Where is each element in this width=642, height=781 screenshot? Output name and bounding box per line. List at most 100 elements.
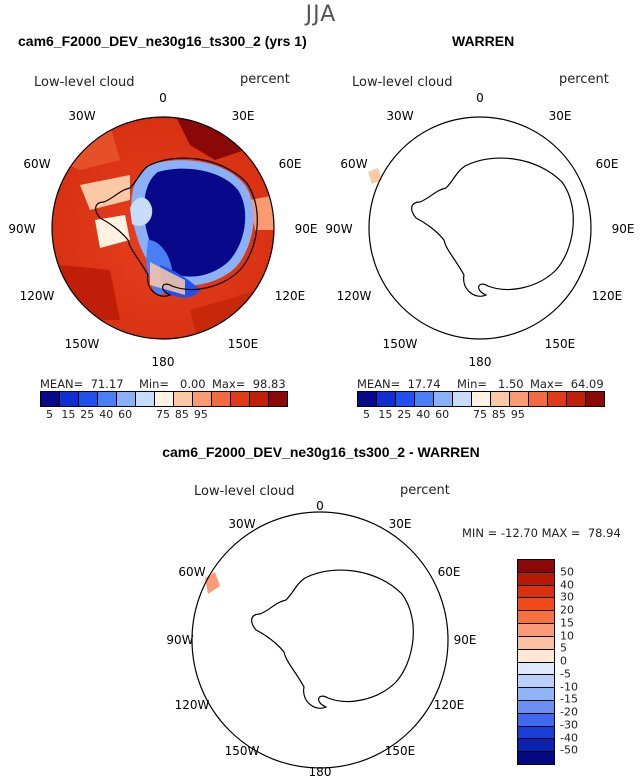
diff-colorbar-tick-label: 50 — [560, 565, 574, 579]
p1-lon-60e: 60E — [279, 157, 302, 171]
panel1-title: cam6_F2000_DEV_ne30g16_ts300_2 (yrs 1) — [18, 33, 307, 49]
diff-colorbar-swatch — [518, 624, 554, 637]
colorbar-swatch — [269, 392, 287, 406]
colorbar-tick-label: 95 — [193, 408, 208, 421]
colorbar-swatch — [396, 392, 415, 406]
colorbar-tick-label: 25 — [80, 408, 95, 421]
colorbar-tick-label: 15 — [61, 408, 76, 421]
p3-lon-90w: 90W — [166, 633, 193, 647]
panel1-variable-label: Low-level cloud — [34, 75, 135, 90]
colorbar-swatch — [60, 392, 79, 406]
colorbar-tick-label: 40 — [99, 408, 114, 421]
colorbar-swatch — [377, 392, 396, 406]
p2-lon-60w: 60W — [340, 157, 367, 171]
p3-lon-30e: 30E — [389, 517, 412, 531]
p3-lon-120e: 120E — [434, 698, 465, 712]
figure-title: JJA — [305, 2, 337, 27]
diff-colorbar-swatch — [518, 649, 554, 663]
diff-panel-title: cam6_F2000_DEV_ne30g16_ts300_2 - WARREN — [162, 444, 480, 460]
diff-colorbar-tick-label: 10 — [560, 629, 574, 642]
colorbar-swatch — [136, 392, 155, 406]
p1-lon-180: 180 — [152, 355, 175, 369]
colorbar-tick-label: 5 — [362, 408, 370, 421]
colorbar-tick-label: 95 — [510, 408, 525, 421]
diff-colorbar-tick-label: 5 — [560, 641, 567, 655]
colorbar-swatch — [491, 392, 510, 406]
colorbar-tick-label: 5 — [45, 408, 53, 421]
diff-colorbar-swatch — [518, 739, 554, 753]
p2-lon-90w: 90W — [325, 222, 352, 236]
colorbar-swatch — [472, 392, 491, 406]
p3-lon-60e: 60E — [438, 565, 461, 579]
p1-lon-60w: 60W — [23, 157, 50, 171]
colorbar-swatch — [250, 392, 269, 406]
p2-lon-120w: 120W — [337, 289, 372, 303]
p1-lon-30w: 30W — [68, 109, 95, 123]
p3-lon-30w: 30W — [228, 517, 255, 531]
panel1-colorbar-ticks: 5 15 25 40 60 75 85 95 — [40, 408, 288, 422]
panel1-max: Max= 98.83 — [212, 377, 286, 391]
colorbar-tick-label: 85 — [491, 408, 506, 421]
diff-colorbar-swatch — [518, 572, 554, 586]
panel1-units-label: percent — [240, 72, 290, 87]
panel2-title: WARREN — [452, 33, 515, 49]
colorbar-swatch — [434, 392, 453, 406]
p1-lon-150e: 150E — [228, 337, 259, 351]
diff-colorbar-tick-label: -30 — [560, 718, 578, 732]
colorbar-swatch — [415, 392, 434, 406]
p2-lon-30w: 30W — [386, 109, 413, 123]
colorbar-swatch — [98, 392, 117, 406]
panel1-field — [52, 117, 274, 339]
panel3-coastline — [251, 569, 414, 709]
p3-lon-150e: 150E — [385, 744, 416, 758]
colorbar-tick-label: 15 — [378, 408, 393, 421]
p1-lon-150w: 150W — [65, 337, 100, 351]
colorbar-swatch — [193, 392, 212, 406]
diff-colorbar-tick-label: -40 — [560, 731, 578, 744]
diff-colorbar-swatch — [518, 675, 554, 689]
colorbar-swatch — [155, 392, 174, 406]
p2-lon-90e: 90E — [612, 222, 635, 236]
colorbar-swatch — [41, 392, 60, 406]
panel3-units-label: percent — [400, 483, 450, 498]
panel2-min: Min= 1.50 — [457, 377, 524, 391]
p1-lon-90e: 90E — [295, 222, 318, 236]
diff-colorbar-swatch — [518, 662, 554, 676]
diff-colorbar-swatch — [518, 700, 554, 714]
colorbar-swatch — [117, 392, 136, 406]
diff-colorbar-swatch — [518, 726, 554, 740]
colorbar-tick-label: 85 — [174, 408, 189, 421]
diff-colorbar-tick-label: 0 — [560, 654, 567, 668]
colorbar-swatch — [212, 392, 231, 406]
p1-lon-120e: 120E — [275, 289, 306, 303]
p2-lon-150w: 150W — [383, 337, 418, 351]
panel1-min: Min= 0.00 — [139, 377, 206, 391]
diff-colorbar — [517, 559, 555, 765]
panel2-colorbar-ticks: 5 15 25 40 60 75 85 95 — [357, 408, 605, 422]
colorbar-swatch — [453, 392, 472, 406]
diff-colorbar-ticks: 50 40 30 20 15 10 5 0 -5 -10 -15 -20 -30 -40 -50 — [560, 559, 600, 763]
diff-colorbar-swatch — [518, 585, 554, 599]
p2-lon-150e: 150E — [545, 337, 576, 351]
colorbar-swatch — [548, 392, 567, 406]
colorbar-swatch — [358, 392, 377, 406]
p2-lon-120e: 120E — [592, 289, 623, 303]
p2-lon-180: 180 — [469, 355, 492, 369]
diff-colorbar-tick-label: 15 — [560, 616, 574, 630]
panel2-map: 0 30E 60E 90E 120E 150E 180 150W 120W 90… — [325, 91, 635, 369]
diff-colorbar-tick-label: 30 — [560, 590, 574, 604]
diff-colorbar-swatch — [518, 611, 554, 625]
colorbar-swatch — [174, 392, 193, 406]
panel3-variable-label: Low-level cloud — [194, 484, 295, 499]
diff-colorbar-swatch — [518, 560, 554, 573]
colorbar-swatch — [567, 392, 586, 406]
p1-lon-0: 0 — [159, 91, 167, 105]
diff-colorbar-tick-label: -50 — [560, 743, 578, 757]
panel2-variable-label: Low-level cloud — [352, 75, 453, 90]
colorbar-swatch — [231, 392, 250, 406]
diff-colorbar-swatch — [518, 688, 554, 701]
colorbar-tick-label: 60 — [118, 408, 133, 421]
colorbar-tick-label: 60 — [435, 408, 450, 421]
p2-lon-60e: 60E — [596, 157, 619, 171]
p3-lon-180: 180 — [309, 765, 332, 779]
